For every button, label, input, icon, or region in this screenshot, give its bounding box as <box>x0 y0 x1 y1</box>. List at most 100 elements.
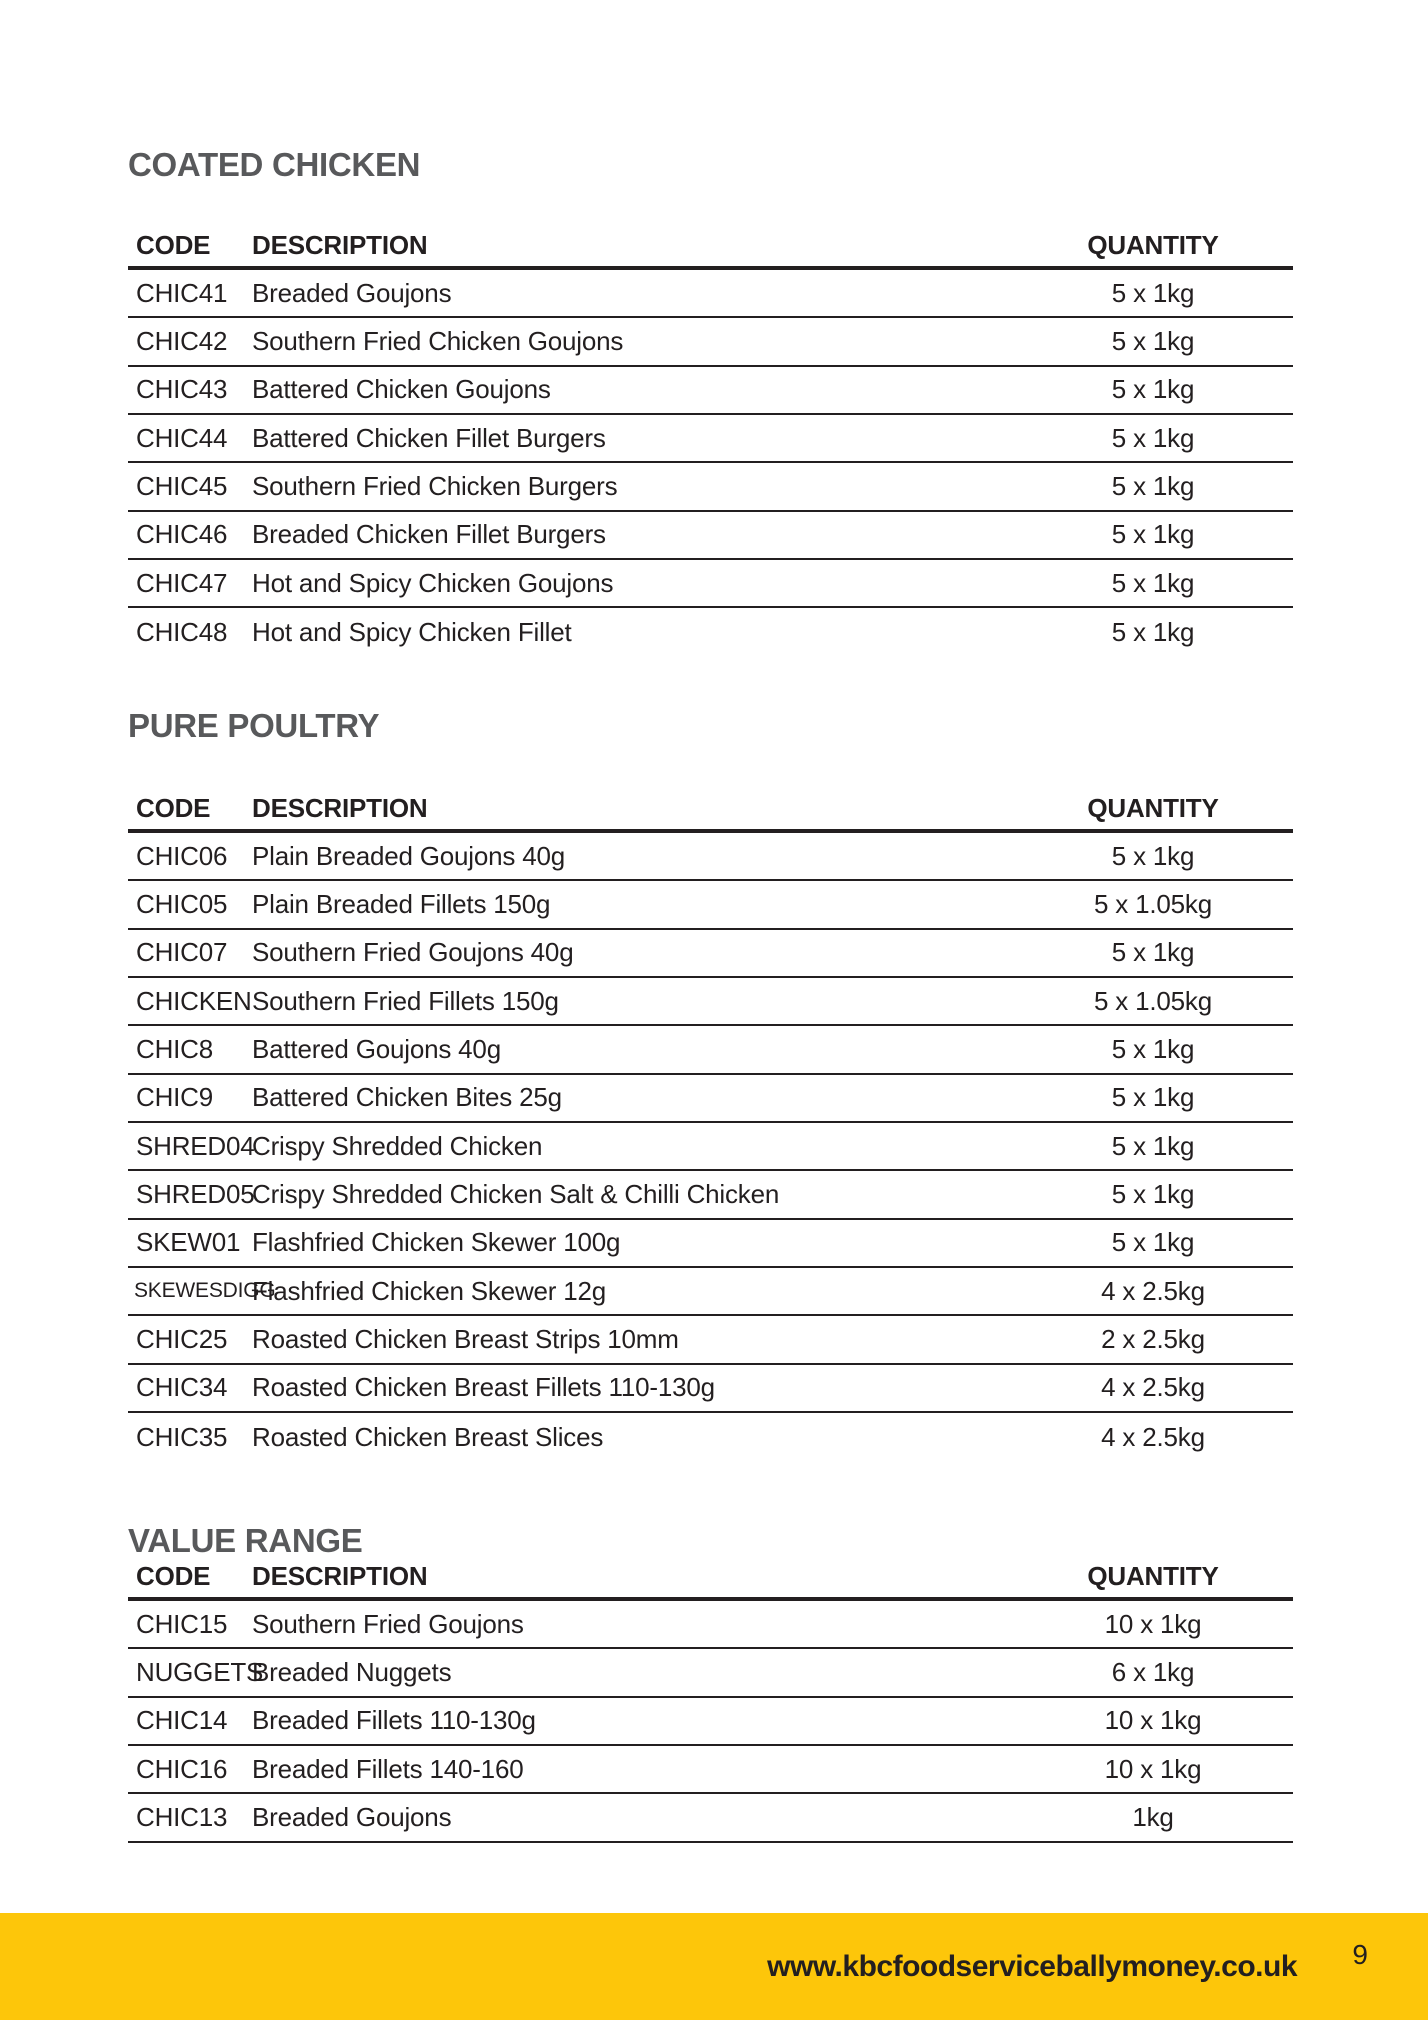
cell-quantity: 5 x 1kg <box>1111 422 1195 453</box>
column-header-code: CODE <box>136 1561 211 1591</box>
table-row: CHIC43 Battered Chicken Goujons 5 x 1kg <box>128 367 1293 415</box>
cell-description: Battered Goujons 40g <box>252 1033 501 1064</box>
cell-description: Battered Chicken Goujons <box>252 374 551 405</box>
cell-description: Flashfried Chicken Skewer 12g <box>252 1275 607 1306</box>
cell-description: Southern Fried Goujons <box>252 1608 524 1639</box>
cell-description: Southern Fried Chicken Burgers <box>252 470 618 501</box>
column-header-code: CODE <box>136 793 211 823</box>
table-header-row: CODE DESCRIPTION QUANTITY <box>128 1561 1293 1601</box>
cell-code: CHIC48 <box>136 616 228 647</box>
cell-description: Roasted Chicken Breast Strips 10mm <box>252 1323 679 1354</box>
cell-code: NUGGETS <box>136 1656 264 1687</box>
cell-code: CHIC34 <box>136 1372 228 1403</box>
table-row: CHIC14 Breaded Fillets 110-130g 10 x 1kg <box>128 1698 1293 1746</box>
cell-code: CHIC06 <box>136 840 228 871</box>
cell-description: Crispy Shredded Chicken Salt & Chilli Ch… <box>252 1178 780 1209</box>
cell-code: CHIC25 <box>136 1323 228 1354</box>
table-header-row: CODE DESCRIPTION QUANTITY <box>128 230 1293 270</box>
cell-code: CHIC07 <box>136 937 228 968</box>
cell-code: CHIC46 <box>136 519 228 550</box>
cell-code: CHIC05 <box>136 888 228 919</box>
cell-code: SHRED04 <box>136 1130 255 1161</box>
cell-description: Crispy Shredded Chicken <box>252 1130 543 1161</box>
table-header-row: CODE DESCRIPTION QUANTITY <box>128 793 1293 833</box>
table-row: CHIC05 Plain Breaded Fillets 150g 5 x 1.05… <box>128 881 1293 930</box>
cell-code: CHIC45 <box>136 470 228 501</box>
section-title-pure-poultry: PURE POULTRY <box>128 707 380 744</box>
column-header-code: CODE <box>136 230 211 260</box>
table-row: CHIC44 Battered Chicken Fillet Burgers 5 x… <box>128 415 1293 464</box>
cell-description: Breaded Goujons <box>252 1801 452 1832</box>
cell-code: CHIC9 <box>136 1082 214 1113</box>
table-row: CHIC45 Southern Fried Chicken Burgers 5 x … <box>128 463 1293 512</box>
cell-code: CHIC16 <box>136 1753 228 1784</box>
cell-code: CHIC43 <box>136 374 228 405</box>
cell-description: Flashfried Chicken Skewer 100g <box>252 1227 621 1258</box>
cell-code: CHIC15 <box>136 1608 228 1639</box>
product-table-value-range: CODE DESCRIPTION QUANTITY CHIC15 Southern… <box>128 1561 1293 1843</box>
cell-description: Hot and Spicy Chicken Fillet <box>252 616 572 647</box>
cell-description: Breaded Nuggets <box>252 1656 452 1687</box>
cell-code: CHIC35 <box>136 1421 228 1452</box>
cell-quantity: 2 x 2.5kg <box>1101 1323 1205 1354</box>
table-row: CHIC48 Hot and Spicy Chicken Fillet 5 x 1k… <box>128 608 1293 656</box>
cell-description: Battered Chicken Bites 25g <box>252 1082 562 1113</box>
cell-code: CHIC41 <box>136 277 228 308</box>
table-row: CHIC34 Roasted Chicken Breast Fillets 110… <box>128 1365 1293 1413</box>
table-row: CHIC41 Breaded Goujons 5 x 1kg <box>128 270 1293 319</box>
cell-code: CHIC13 <box>136 1801 228 1832</box>
cell-description: Southern Fried Goujons 40g <box>252 937 574 968</box>
cell-quantity: 10 x 1kg <box>1104 1705 1202 1736</box>
cell-quantity: 4 x 2.5kg <box>1101 1372 1205 1403</box>
table-row: CHIC42 Southern Fried Chicken Goujons 5 x … <box>128 318 1293 367</box>
table-row: CHIC13 Breaded Goujons 1kg <box>128 1794 1293 1843</box>
cell-code: CHIC42 <box>136 325 228 356</box>
table-row: CHIC9 Battered Chicken Bites 25g 5 x 1kg <box>128 1075 1293 1123</box>
cell-code: CHICKEN <box>136 985 252 1016</box>
cell-description: Breaded Chicken Fillet Burgers <box>252 519 606 550</box>
cell-description: Battered Chicken Fillet Burgers <box>252 422 606 453</box>
cell-quantity: 5 x 1kg <box>1111 616 1195 647</box>
cell-quantity: 5 x 1kg <box>1111 567 1195 598</box>
table-row: CHIC47 Hot and Spicy Chicken Goujons 5 x 1… <box>128 560 1293 609</box>
cell-quantity: 4 x 2.5kg <box>1101 1275 1205 1306</box>
cell-description: Southern Fried Chicken Goujons <box>252 325 624 356</box>
section-title-value-range: VALUE RANGE <box>128 1522 363 1559</box>
product-table-coated-chicken: CODE DESCRIPTION QUANTITY CHIC41 Breaded … <box>128 230 1293 657</box>
footer-band: www.kbcfoodserviceballymoney.co.uk 9 <box>0 1913 1428 2020</box>
page-number: 9 <box>1352 1939 1368 1970</box>
table-row: SHRED05 Crispy Shredded Chicken Salt & Ch… <box>128 1171 1293 1220</box>
table-row: SHRED04 Crispy Shredded Chicken 5 x 1kg <box>128 1123 1293 1172</box>
table-row: CHIC8 Battered Goujons 40g 5 x 1kg <box>128 1026 1293 1075</box>
cell-quantity: 5 x 1kg <box>1111 840 1195 871</box>
cell-description: Breaded Goujons <box>252 277 452 308</box>
column-header-quantity: QUANTITY <box>1087 230 1219 260</box>
table-row: CHIC16 Breaded Fillets 140-160 10 x 1kg <box>128 1746 1293 1795</box>
website-link[interactable]: www.kbcfoodserviceballymoney.co.uk <box>767 1949 1297 1983</box>
table-row: CHIC15 Southern Fried Goujons 10 x 1kg <box>128 1601 1293 1650</box>
cell-description: Southern Fried Fillets 150g <box>252 985 559 1016</box>
cell-code: CHIC8 <box>136 1033 214 1064</box>
cell-quantity: 5 x 1kg <box>1111 937 1195 968</box>
table-row: NUGGETS Breaded Nuggets 6 x 1kg <box>128 1649 1293 1698</box>
column-header-description: DESCRIPTION <box>252 793 428 823</box>
cell-code: SKEW01 <box>136 1227 241 1258</box>
cell-code: CHIC47 <box>136 567 228 598</box>
table-row: CHIC46 Breaded Chicken Fillet Burgers 5 x … <box>128 512 1293 560</box>
cell-description: Breaded Fillets 140-160 <box>252 1753 524 1784</box>
cell-quantity: 5 x 1kg <box>1111 1130 1195 1161</box>
column-header-quantity: QUANTITY <box>1087 1561 1219 1591</box>
cell-code: CHIC44 <box>136 422 228 453</box>
cell-quantity: 5 x 1.05kg <box>1094 985 1212 1016</box>
column-header-description: DESCRIPTION <box>252 230 428 260</box>
cell-quantity: 5 x 1kg <box>1111 1178 1195 1209</box>
table-row: CHICKEN Southern Fried Fillets 150g 5 x 1.… <box>128 978 1293 1027</box>
cell-quantity: 5 x 1.05kg <box>1094 888 1212 919</box>
cell-quantity: 5 x 1kg <box>1111 374 1195 405</box>
cell-quantity: 1kg <box>1132 1801 1174 1832</box>
cell-quantity: 5 x 1kg <box>1111 1082 1195 1113</box>
product-table-pure-poultry: CODE DESCRIPTION QUANTITY CHIC06 Plain Br… <box>128 793 1293 1461</box>
table-row: CHIC25 Roasted Chicken Breast Strips 10mm… <box>128 1316 1293 1365</box>
cell-quantity: 10 x 1kg <box>1104 1608 1202 1639</box>
